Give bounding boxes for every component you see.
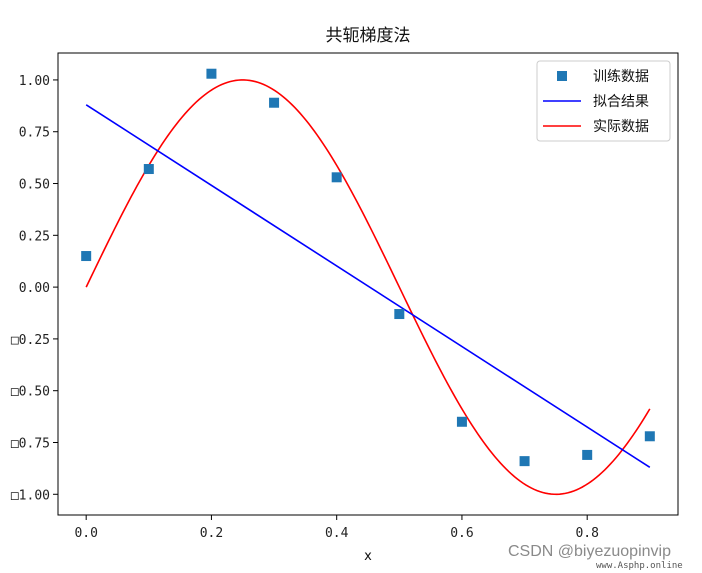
legend-label-fit: 拟合结果: [593, 94, 649, 110]
data-point: [519, 456, 530, 467]
y-tick-label: 0.00: [19, 281, 50, 296]
x-tick-label: 0.0: [74, 526, 97, 541]
data-point: [81, 251, 92, 262]
data-point: [143, 164, 154, 175]
x-tick-label: 0.6: [450, 526, 473, 541]
y-tick-label: 1.00: [19, 74, 50, 89]
series-line-actual: [85, 79, 651, 496]
data-point: [644, 431, 655, 442]
site-watermark: www.Asphp.online: [596, 561, 683, 571]
y-tick-label: □0.50: [11, 385, 50, 400]
y-tick-label: 0.75: [19, 126, 50, 141]
axes-frame: [57, 52, 679, 516]
data-point: [456, 416, 467, 427]
data-point: [206, 68, 217, 79]
x-tick-label: 0.8: [575, 526, 598, 541]
legend-label-training: 训练数据: [593, 69, 649, 85]
y-tick-label: 0.50: [19, 178, 50, 193]
legend-marker-training: [557, 71, 567, 81]
y-tick-label: □1.00: [11, 488, 50, 503]
data-point: [269, 97, 280, 108]
chart-title: 共轭梯度法: [326, 26, 411, 46]
legend-box: [536, 60, 671, 142]
x-tick-label: 0.4: [325, 526, 349, 541]
csdn-watermark: CSDN @biyezuopinvip: [508, 543, 671, 560]
data-point: [331, 172, 342, 183]
x-axis-label: x: [364, 549, 372, 564]
data-point: [394, 309, 405, 320]
series-line-fit: [85, 104, 651, 469]
y-tick-label: □0.75: [11, 436, 50, 451]
x-tick-label: 0.2: [200, 526, 223, 541]
legend-label-actual: 实际数据: [593, 119, 649, 135]
data-point: [582, 449, 593, 460]
y-tick-label: □0.25: [11, 333, 50, 348]
plot-area: 共轭梯度法 0.0 0.2 0.4 0.6 0.8 1.00 0.75 0.50 0.25 0.00…: [11, 26, 679, 564]
y-tick-label: 0.25: [19, 229, 50, 244]
